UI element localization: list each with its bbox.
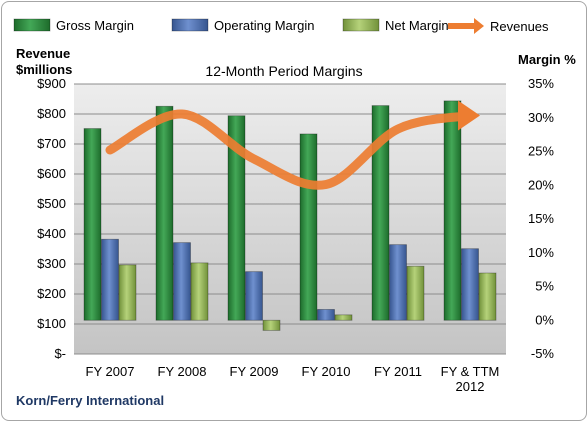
left-tick-label: $900	[37, 76, 66, 91]
category-label: FY 2009	[230, 364, 279, 379]
left-tick-label: $-	[54, 346, 66, 361]
bar-gross-margin	[371, 105, 390, 321]
left-axis-label-line1: Revenue	[16, 46, 70, 61]
revenue-line-group	[105, 100, 480, 190]
plot-area	[74, 84, 506, 354]
right-tick-label: 30%	[528, 110, 554, 125]
bar-operating-margin	[317, 309, 335, 321]
legend: Gross Margin Operating Margin Net Margin Re…	[13, 18, 549, 34]
chart-title: 12-Month Period Margins	[205, 63, 362, 79]
revenue-arrowhead	[458, 100, 480, 131]
bar-gross-margin	[299, 133, 318, 321]
bar-operating-margin	[173, 242, 191, 321]
category-label: FY & TTM	[441, 364, 500, 379]
legend-label: Gross Margin	[56, 18, 134, 33]
legend-arrow	[474, 18, 484, 34]
bars-group	[83, 100, 497, 331]
right-tick-label: 20%	[528, 177, 554, 192]
legend-swatch	[171, 18, 209, 32]
bar-net-margin	[190, 262, 209, 321]
left-tick-label: $600	[37, 166, 66, 181]
category-label: FY 2007	[86, 364, 135, 379]
left-axis-label-line2: $millions	[16, 62, 72, 77]
axes-group: $- $100 $200 $300 $400 $500 $600 $700 $800 $900 -5…	[37, 76, 554, 394]
left-tick-label: $800	[37, 106, 66, 121]
legend-label: Operating Margin	[214, 18, 314, 33]
bar-gross-margin	[227, 115, 246, 321]
right-tick-label: 35%	[528, 76, 554, 91]
gridlines	[74, 83, 506, 355]
bar-gross-margin	[83, 128, 102, 321]
left-tick-label: $100	[37, 316, 66, 331]
bar-operating-margin	[389, 244, 407, 321]
legend-swatch	[13, 18, 51, 32]
bar-net-margin	[406, 265, 425, 321]
legend-swatch	[342, 18, 380, 32]
bar-operating-margin	[461, 248, 479, 321]
revenue-line	[105, 109, 475, 190]
right-tick-label: 5%	[535, 279, 554, 294]
category-label: FY 2008	[158, 364, 207, 379]
legend-label: Net Margin	[385, 18, 449, 33]
left-tick-label: $400	[37, 226, 66, 241]
bar-net-margin	[118, 264, 137, 321]
bar-gross-margin	[443, 100, 462, 321]
right-tick-label: 15%	[528, 211, 554, 226]
company-name: Korn/Ferry International	[16, 393, 164, 408]
left-tick-label: $300	[37, 256, 66, 271]
right-tick-label: -5%	[531, 346, 555, 361]
legend-label: Revenues	[490, 19, 549, 34]
right-tick-label: 25%	[528, 144, 554, 159]
category-label: FY 2011	[374, 364, 422, 379]
category-label: FY 2010	[302, 364, 351, 379]
right-tick-label: 0%	[535, 312, 554, 327]
bar-net-margin	[478, 272, 497, 321]
left-tick-label: $500	[37, 196, 66, 211]
left-tick-label: $200	[37, 286, 66, 301]
right-axis-label: Margin %	[518, 52, 576, 67]
right-tick-label: 10%	[528, 245, 554, 260]
left-tick-label: $700	[37, 136, 66, 151]
bar-gross-margin	[155, 105, 174, 321]
bar-operating-margin	[101, 238, 119, 321]
bar-net-margin	[334, 314, 353, 321]
bar-operating-margin	[245, 271, 263, 321]
category-label: 2012	[456, 379, 485, 394]
bar-net-margin	[262, 319, 281, 331]
